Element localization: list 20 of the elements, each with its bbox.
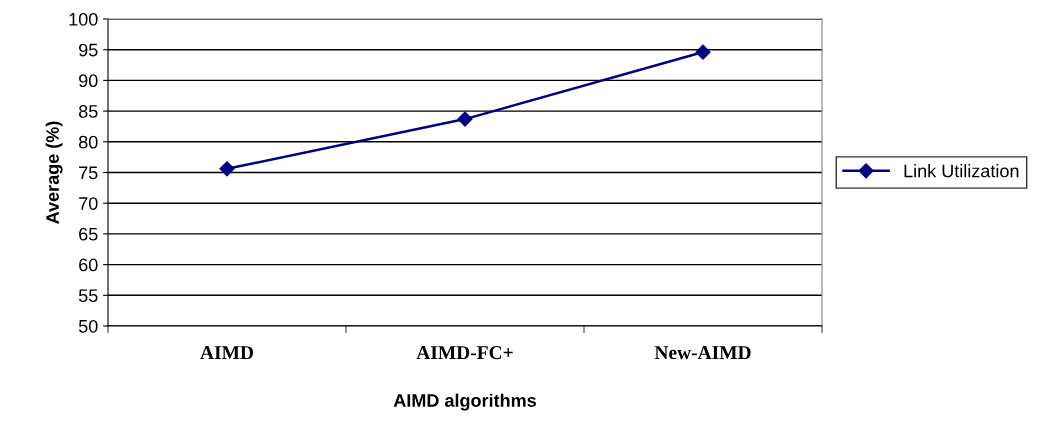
x-axis-title: AIMD algorithms	[393, 393, 536, 411]
y-tick-label: 60	[79, 258, 98, 272]
y-tick-label: 65	[79, 227, 98, 241]
y-tick-label: 100	[69, 12, 98, 26]
point	[695, 44, 711, 60]
point	[457, 111, 473, 127]
y-tick-label: 90	[79, 74, 98, 88]
x-tick-label: AIMD-FC+	[416, 346, 513, 360]
y-tick-label: 55	[78, 289, 98, 303]
y-tick-label: 85	[78, 105, 98, 118]
y-tick-label: 75	[79, 166, 98, 180]
y-tick-label: 80	[78, 135, 98, 149]
y-axis-title: Average (%)	[45, 121, 63, 224]
y-tick-label: 50	[78, 319, 98, 333]
x-tick-label: AIMD	[200, 346, 254, 359]
y-tick-label: 95	[79, 43, 98, 57]
x-tick-label: New-AIMD	[654, 346, 751, 360]
point	[219, 161, 235, 177]
legend-label: Link Utilization	[904, 164, 1019, 178]
y-tick-label: 70	[79, 197, 98, 210]
